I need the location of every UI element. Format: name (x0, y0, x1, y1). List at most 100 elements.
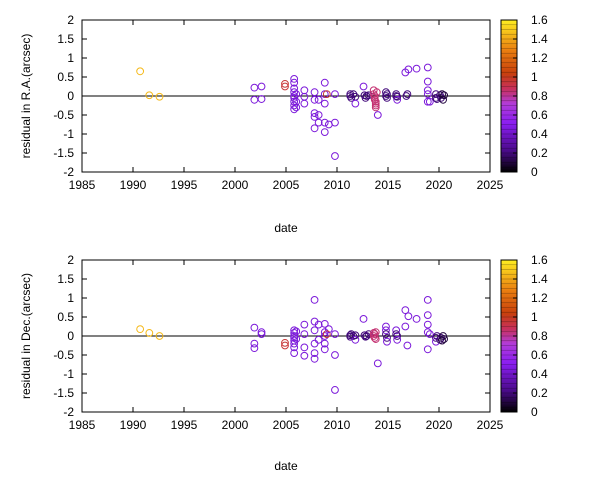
y-tick-label: 2 (67, 13, 74, 27)
colorbar: 0 0.2 0.4 0.6 0.8 1 1.2 1.4 1.6 (500, 13, 548, 179)
y-tick-label: 1.5 (57, 272, 74, 286)
data-point (310, 109, 319, 117)
colorbar-tick-label: 1.4 (531, 272, 548, 286)
data-point (310, 326, 319, 335)
data-point (438, 90, 446, 98)
data-point (310, 339, 319, 348)
data-point (382, 330, 390, 339)
data-point (314, 111, 323, 119)
colorbar-tick-label: 1.4 (531, 32, 548, 46)
data-point (290, 101, 299, 110)
y-tick-label: 2 (67, 253, 74, 267)
x-tick-label: 2020 (426, 178, 453, 192)
data-point (310, 349, 319, 358)
data-point (370, 334, 379, 342)
data-point (370, 330, 379, 339)
data-point (423, 77, 432, 86)
colorbar-tick-label: 0.2 (531, 386, 548, 400)
colorbar-tick-label: 1.6 (531, 253, 548, 267)
data-point (404, 65, 413, 74)
colorbar-tick-label: 1 (531, 70, 538, 84)
data-point (347, 94, 356, 102)
data-point (300, 330, 309, 339)
data-point (432, 90, 440, 98)
data-point (393, 92, 402, 101)
x-tick-label: 1985 (69, 178, 96, 192)
data-point (155, 332, 164, 340)
data-point (364, 330, 373, 339)
x-axis-label: date (274, 221, 298, 235)
x-tick-label: 2010 (324, 418, 351, 432)
colorbar-tick-label: 0 (531, 405, 538, 419)
data-point (439, 95, 447, 104)
data-point (359, 82, 368, 91)
data-point (393, 95, 402, 104)
data-point (371, 103, 380, 112)
data-point (292, 335, 301, 343)
data-point (290, 78, 299, 87)
data-point (281, 338, 289, 347)
data-point (250, 83, 259, 92)
data-point (401, 306, 410, 315)
data-point (347, 330, 356, 339)
data-point (423, 311, 432, 320)
data-point (155, 92, 164, 101)
data-point (382, 88, 390, 97)
chart-panel-1: 1985 1990 1995 2000 2005 2010 2015 2020 2025-2-1… (19, 13, 548, 235)
y-axis-label: residual in Dec.(arcsec) (19, 273, 33, 399)
y-tick-label: -2 (63, 165, 74, 179)
data-point (290, 75, 299, 83)
data-point (292, 97, 301, 106)
y-tick-label: 1.5 (57, 32, 74, 46)
data-point (250, 323, 259, 332)
data-point (290, 88, 299, 97)
data-point (440, 91, 449, 100)
data-point (331, 152, 339, 160)
data-point (314, 95, 323, 104)
data-point (392, 326, 401, 335)
data-point (257, 95, 266, 103)
colorbar-tick-label: 0 (531, 165, 538, 179)
x-tick-label: 2015 (375, 178, 402, 192)
data-point (349, 90, 358, 98)
data-point (432, 337, 440, 346)
data-point (300, 320, 309, 329)
data-point (393, 332, 402, 340)
colorbar-tick-label: 0.2 (531, 146, 548, 160)
data-point (373, 111, 382, 119)
colorbar-tick-label: 0.8 (531, 329, 548, 343)
data-point (292, 327, 301, 336)
data-point (257, 330, 266, 339)
data-point (320, 332, 329, 340)
data-point (425, 330, 434, 339)
y-tick-label: -1.5 (53, 146, 74, 160)
data-point (320, 90, 329, 98)
data-point (402, 92, 411, 100)
x-tick-label: 2020 (426, 418, 453, 432)
chart-panel-2: 1985 1990 1995 2000 2005 2010 2015 2020 2025-2-1… (19, 253, 548, 473)
colorbar-tick-label: 1.6 (531, 13, 548, 27)
data-point (136, 325, 145, 334)
data-point (351, 99, 360, 108)
y-tick-label: 0 (67, 89, 74, 103)
x-tick-label: 1990 (120, 178, 147, 192)
data-point (423, 97, 432, 106)
data-point (310, 354, 319, 363)
x-tick-label: 1995 (171, 178, 198, 192)
data-point (371, 328, 380, 337)
x-tick-label: 1985 (69, 418, 96, 432)
data-point (412, 315, 421, 323)
data-point (300, 99, 309, 108)
data-point (300, 351, 309, 360)
data-point (322, 90, 331, 98)
data-point (322, 330, 331, 339)
colorbar: 0 0.2 0.4 0.6 0.8 1 1.2 1.4 1.6 (500, 253, 548, 419)
data-point (290, 105, 299, 114)
colorbar-tick-label: 1.2 (531, 291, 548, 305)
data-point (383, 94, 391, 102)
data-point (290, 339, 299, 348)
data-point (331, 386, 339, 394)
y-tick-label: -2 (63, 405, 74, 419)
data-point (423, 90, 432, 98)
data-point (440, 335, 449, 343)
